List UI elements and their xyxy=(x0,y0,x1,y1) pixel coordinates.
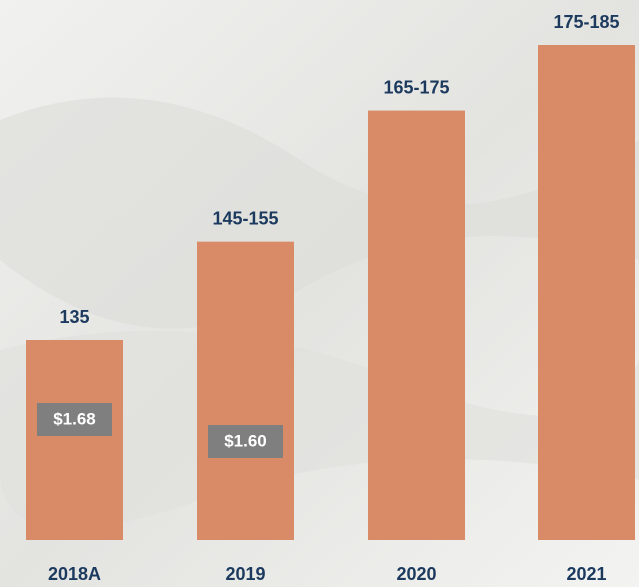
value-label: 165-175 xyxy=(383,77,449,97)
value-label: 175-185 xyxy=(553,12,619,32)
bar xyxy=(26,340,123,540)
inner-label-box xyxy=(208,425,283,458)
bar xyxy=(368,110,465,541)
inner-label: $1.60 xyxy=(224,431,267,450)
value-label: 145-155 xyxy=(212,208,278,228)
bar xyxy=(197,241,294,540)
value-label: 135 xyxy=(59,307,89,327)
x-tick-label: 2021 xyxy=(566,564,606,584)
x-tick-label: 2019 xyxy=(225,564,265,584)
inner-label-box xyxy=(37,403,112,436)
bar xyxy=(538,45,635,540)
x-tick-label: 2018A xyxy=(48,564,101,584)
background-texture xyxy=(0,97,639,329)
background-texture xyxy=(0,330,639,529)
inner-label: $1.68 xyxy=(53,409,96,428)
x-tick-label: 2020 xyxy=(396,564,436,584)
